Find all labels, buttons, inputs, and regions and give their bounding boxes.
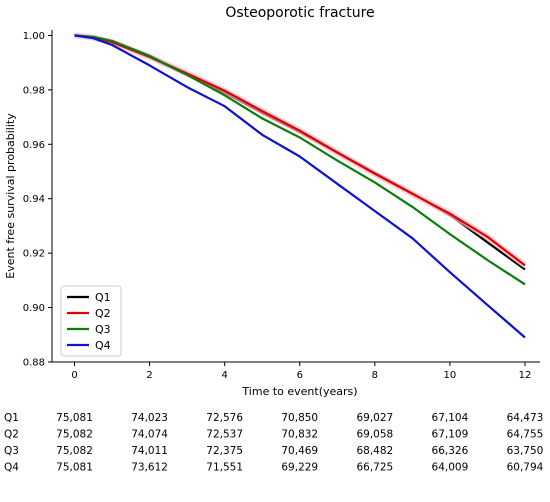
risk-cell: 75,081: [56, 462, 93, 474]
risk-cell: 66,326: [432, 445, 469, 457]
risk-cell: 63,750: [507, 445, 544, 457]
risk-cell: 74,074: [131, 429, 168, 441]
risk-cell: 72,375: [206, 445, 243, 457]
risk-cell: 69,229: [281, 462, 318, 474]
risk-cell: 74,023: [131, 412, 168, 424]
risk-row-label: Q1: [4, 412, 19, 424]
risk-cell: 67,104: [432, 412, 469, 424]
risk-cell: 74,011: [131, 445, 168, 457]
risk-row-label: Q2: [4, 429, 19, 441]
legend: Q1 Q2 Q3 Q4: [60, 285, 122, 357]
x-tick-label: 8: [372, 370, 378, 381]
risk-cell: 72,576: [206, 412, 243, 424]
risk-cell: 69,058: [356, 429, 393, 441]
risk-cell: 68,482: [356, 445, 393, 457]
risk-cell: 64,009: [432, 462, 469, 474]
risk-cell: 70,469: [281, 445, 318, 457]
series-line-q4: [74, 34, 526, 339]
series-line-q1: [74, 34, 526, 271]
risk-row-label: Q3: [4, 445, 19, 457]
x-tick-label: 4: [221, 370, 227, 381]
risk-cell: 64,755: [507, 429, 544, 441]
risk-cell: 66,725: [356, 462, 393, 474]
series-layer: [74, 32, 527, 339]
series-line-q2: [74, 34, 526, 267]
risk-cell: 60,794: [507, 462, 544, 474]
y-tick-label: 0.88: [23, 358, 45, 369]
risk-cell: 72,537: [206, 429, 243, 441]
series-q2-band: [74, 32, 527, 268]
x-axis-label: Time to event(years): [241, 385, 357, 398]
legend-label-q4: Q4: [95, 339, 111, 352]
risk-table: Q1 75,081 74,023 72,576 70,850 69,027 67,104 64…: [4, 412, 544, 474]
x-tick-label: 12: [519, 370, 532, 381]
risk-cell: 75,081: [56, 412, 93, 424]
legend-box: [60, 285, 122, 357]
y-axis-label: Event free survival probability: [4, 113, 17, 279]
risk-cell: 70,832: [281, 429, 318, 441]
y-tick-label: 0.90: [23, 303, 45, 314]
y-tick-label: 0.96: [23, 140, 45, 151]
y-tick-label: 1.00: [23, 31, 45, 42]
risk-row-label: Q4: [4, 462, 19, 474]
legend-label-q2: Q2: [95, 307, 111, 320]
x-tick-label: 6: [297, 370, 303, 381]
risk-cell: 67,109: [432, 429, 469, 441]
chart-title: Osteoporotic fracture: [225, 5, 374, 21]
risk-cell: 64,473: [507, 412, 544, 424]
x-tick-label: 10: [444, 370, 457, 381]
legend-label-q3: Q3: [95, 323, 111, 336]
x-tick-label: 0: [71, 370, 77, 381]
risk-cell: 69,027: [356, 412, 393, 424]
risk-cell: 75,082: [56, 445, 93, 457]
x-tick-label: 2: [146, 370, 152, 381]
risk-cell: 70,850: [281, 412, 318, 424]
y-tick-label: 0.98: [23, 85, 45, 96]
risk-cell: 71,551: [206, 462, 243, 474]
y-tick-label: 0.92: [23, 249, 45, 260]
series-line-q3: [74, 34, 526, 286]
axes: 0 2 4 6 8 10 12 0.88 0.90 0.92 0.94 0.96 0.98 1.00: [23, 30, 540, 381]
legend-label-q1: Q1: [95, 291, 111, 304]
y-tick-label: 0.94: [23, 194, 45, 205]
risk-cell: 75,082: [56, 429, 93, 441]
risk-cell: 73,612: [131, 462, 168, 474]
